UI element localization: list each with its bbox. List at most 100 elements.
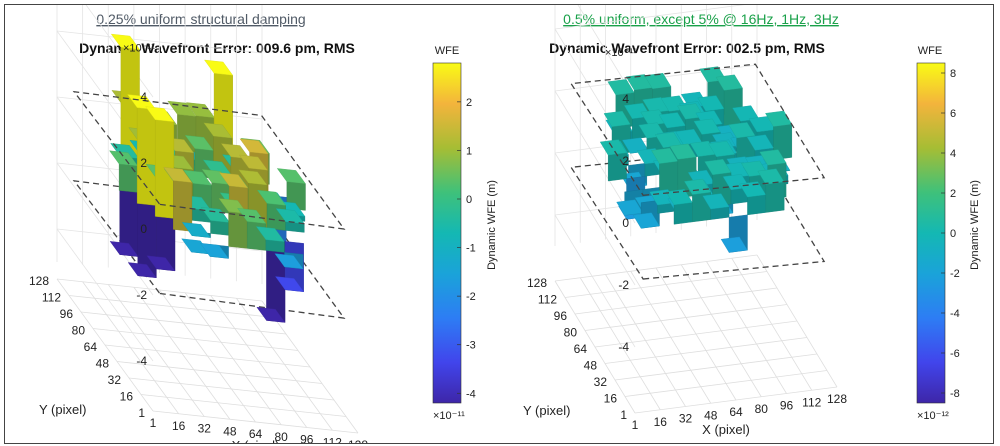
segment-tile bbox=[684, 178, 712, 195]
colorbar-tick-label: 0 bbox=[466, 194, 472, 206]
colorbar-tick-label: 1 bbox=[466, 145, 472, 157]
colorbar-tick-label: 4 bbox=[950, 148, 956, 160]
z-exponent: ×10⁻¹¹ bbox=[123, 42, 155, 54]
y-tick-label: 80 bbox=[564, 326, 578, 340]
right-colorbar: WFE ×10⁻¹² Dynamic WFE (m) 8 6 4 2 0 -2 -4 -6 -8 bbox=[916, 45, 981, 422]
z-tick-label: -4 bbox=[136, 354, 147, 368]
segment-tile bbox=[708, 141, 736, 157]
left-3d-axes: 4 2 0 -2 -4 ×10⁻¹¹ 1 16 32 48 64 80 96 112 128 1 16 32 48 6… bbox=[29, 5, 369, 445]
segment-tile bbox=[110, 33, 140, 50]
colorbar-tick-label: -2 bbox=[950, 268, 960, 280]
upper-dashed-plane bbox=[72, 90, 346, 230]
y-tick-label: 112 bbox=[538, 293, 557, 307]
segment-tile bbox=[697, 95, 725, 112]
segment-tile bbox=[625, 74, 653, 91]
segment-tile bbox=[181, 238, 211, 255]
x-tick-label: 16 bbox=[172, 419, 186, 433]
x-tick-label: 96 bbox=[780, 399, 794, 413]
x-tick-label: 16 bbox=[654, 415, 668, 429]
y-tick-label: 16 bbox=[120, 390, 134, 404]
segment-tile bbox=[607, 79, 635, 96]
left-colorbar: WFE ×10⁻¹¹ Dynamic WFE (m) 2 1 0 -1 -2 -3 -4 bbox=[432, 45, 498, 422]
segment-tile bbox=[704, 159, 732, 176]
y-axis-label: Y (pixel) bbox=[39, 402, 86, 417]
x-tick-label: 32 bbox=[679, 412, 693, 426]
segment-tile bbox=[199, 242, 229, 259]
left-colorbar-exponent: ×10⁻¹¹ bbox=[433, 410, 465, 422]
y-tick-label: 64 bbox=[574, 342, 588, 356]
x-tick-label: 48 bbox=[704, 408, 718, 422]
colorbar-tick-label: -3 bbox=[466, 340, 476, 352]
y-tick-label: 1 bbox=[620, 408, 627, 422]
x-axis: 1 16 32 48 64 80 96 112 128 bbox=[150, 416, 369, 445]
x-tick-label: 96 bbox=[300, 433, 314, 445]
z-axis: 4 2 0 -2 -4 ×10⁻¹¹ bbox=[123, 42, 155, 368]
x-tick-label: 128 bbox=[348, 438, 368, 444]
left-caption: 0.25% uniform structural damping bbox=[96, 11, 305, 27]
figure-canvas: 0.25% uniform structural damping 0.5% un… bbox=[29, 5, 981, 445]
segment-tile bbox=[183, 169, 213, 186]
colorbar-tick-label: 2 bbox=[466, 97, 472, 109]
segment-tile bbox=[632, 212, 660, 229]
segment-tile bbox=[109, 150, 139, 167]
x-tick-label: 80 bbox=[274, 430, 288, 444]
colorbar-tick-label: 0 bbox=[950, 228, 956, 240]
right-3d-axes: 420-2-4×10⁻¹¹1 16 32 48 64 80 96 112 12811632486… bbox=[523, 5, 847, 437]
right-colorbar-title: WFE bbox=[918, 45, 942, 57]
right-caption: 0.5% uniform, except 5% @ 16Hz, 1Hz, 3Hz bbox=[563, 11, 839, 27]
segment-tile bbox=[203, 122, 233, 139]
segment-tile bbox=[257, 189, 287, 206]
right-colorbar-exponent: ×10⁻¹² bbox=[917, 410, 949, 422]
y-tick-label: 112 bbox=[42, 291, 61, 305]
segment-tile bbox=[275, 208, 305, 224]
x-tick-label: 1 bbox=[632, 418, 639, 432]
right-plot-title: Dynamic Wavefront Error: 002.5 pm, RMS bbox=[549, 40, 825, 56]
segment-tile bbox=[665, 189, 693, 206]
x-tick-label: 80 bbox=[755, 402, 769, 416]
y-tick-label: 48 bbox=[96, 357, 110, 371]
z-tick-label: 2 bbox=[140, 156, 147, 170]
y-axis: 1 16 32 48 64 80 96 112 128 bbox=[29, 274, 145, 420]
x-tick-label: 32 bbox=[198, 422, 212, 436]
segment-tile bbox=[728, 122, 756, 139]
segment-tile bbox=[640, 109, 668, 126]
colorbar-tick-label: -4 bbox=[950, 308, 960, 320]
colorbar-tick-label: 8 bbox=[950, 68, 956, 80]
z-tick-label: 0 bbox=[140, 222, 147, 236]
segment-tile bbox=[616, 199, 644, 216]
segment-tile bbox=[127, 262, 157, 278]
z-tick-label: -2 bbox=[618, 278, 629, 292]
segment-tile bbox=[603, 110, 631, 127]
segment-tile bbox=[759, 149, 787, 166]
z-exponent: ×10⁻¹¹ bbox=[605, 47, 637, 59]
segment-tile bbox=[239, 138, 269, 155]
x-axis-label: X (pixel) bbox=[232, 438, 280, 444]
segment-tile bbox=[109, 241, 139, 257]
segment-tile bbox=[181, 222, 211, 238]
x-tick-label: 64 bbox=[729, 405, 743, 419]
z-tick-label: 0 bbox=[622, 216, 629, 230]
segment-tile bbox=[110, 143, 140, 159]
floor-grid bbox=[56, 278, 359, 434]
x-tick-label: 1 bbox=[150, 416, 157, 430]
x-tick-label: 128 bbox=[827, 392, 847, 406]
x-axis: 1 16 32 48 64 80 96 112 128 bbox=[632, 392, 848, 432]
y-tick-label: 96 bbox=[554, 309, 568, 323]
z-tick-label: 4 bbox=[140, 90, 147, 104]
segment-tile bbox=[642, 97, 670, 114]
colorbar-tick-label: -2 bbox=[466, 291, 476, 303]
upper-dashed-plane bbox=[570, 63, 826, 197]
figure-frame: 0.25% uniform structural damping 0.5% un… bbox=[4, 4, 994, 444]
x-tick-label: 112 bbox=[323, 435, 342, 444]
segment-tile bbox=[702, 193, 730, 210]
segment-tile bbox=[669, 143, 697, 160]
segment-tile bbox=[204, 59, 234, 76]
segment-tile bbox=[274, 253, 304, 270]
colorbar-tick-label: 2 bbox=[950, 188, 956, 200]
z-tick-label: 4 bbox=[622, 92, 629, 106]
mirror-segments bbox=[109, 33, 306, 323]
y-tick-label: 128 bbox=[527, 276, 547, 290]
y-axis-label: Y (pixel) bbox=[523, 403, 570, 418]
segment-tile bbox=[276, 168, 306, 184]
left-colorbar-title: WFE bbox=[435, 45, 459, 57]
